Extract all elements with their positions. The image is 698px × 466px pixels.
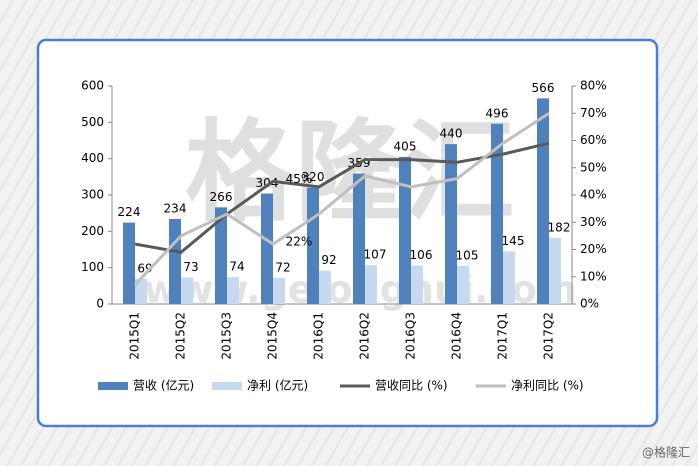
x-tick-label: 2017Q1 [496, 312, 510, 360]
bar [411, 265, 423, 304]
bar [537, 98, 549, 304]
x-tick-label: 2015Q4 [266, 312, 280, 360]
bar [135, 278, 147, 304]
y2-tick-label: 30% [580, 215, 607, 229]
bar-value-label: 320 [302, 170, 325, 184]
bar-value-label: 496 [486, 106, 509, 120]
y2-tick-label: 60% [580, 133, 607, 147]
y-tick-label: 400 [81, 151, 104, 165]
y-tick-label: 100 [81, 260, 104, 274]
bar [319, 270, 331, 304]
y-tick-label: 0 [96, 297, 104, 311]
bar-value-label: 234 [164, 201, 187, 215]
bar [457, 265, 469, 304]
y2-tick-label: 10% [580, 269, 607, 283]
bar [227, 277, 239, 304]
bar [181, 277, 193, 304]
x-tick-label: 2015Q1 [128, 312, 142, 360]
y2-tick-label: 80% [580, 79, 607, 93]
bar-value-label: 566 [532, 81, 555, 95]
legend-swatch [212, 382, 242, 390]
y-tick-label: 500 [81, 115, 104, 129]
x-tick-label: 2016Q4 [450, 312, 464, 360]
bar-value-label: 182 [548, 220, 571, 234]
y-tick-label: 300 [81, 188, 104, 202]
y2-tick-label: 50% [580, 160, 607, 174]
bar-value-label: 405 [394, 139, 417, 153]
x-tick-label: 2015Q3 [220, 312, 234, 360]
x-tick-label: 2016Q2 [358, 312, 372, 360]
bar-value-label: 304 [256, 176, 279, 190]
bar-value-label: 440 [440, 127, 463, 141]
line-value-label: 45% [286, 172, 313, 186]
bar-value-label: 107 [364, 248, 387, 262]
x-tick-label: 2016Q3 [404, 312, 418, 360]
bar [503, 251, 515, 304]
bar [491, 123, 503, 304]
line [133, 111, 550, 286]
bar [549, 237, 561, 304]
legend-label: 营收 (亿元) [133, 378, 194, 393]
bar-value-label: 72 [275, 260, 290, 274]
bar-value-label: 105 [456, 248, 479, 262]
bar [445, 144, 457, 304]
line-value-label: 22% [286, 235, 313, 249]
bar-value-label: 74 [229, 260, 244, 274]
line [134, 141, 550, 254]
bar-value-label: 92 [321, 253, 336, 267]
bar-value-label: 266 [210, 190, 233, 204]
bar [399, 156, 411, 304]
legend-label: 净利同比 (%) [511, 379, 584, 393]
legend-label: 营收同比 (%) [375, 379, 448, 393]
bar [123, 222, 135, 304]
legend-label: 净利 (亿元) [247, 378, 308, 393]
bar-value-label: 224 [118, 205, 141, 219]
credit: @格隆汇 [642, 445, 690, 460]
bar [215, 207, 227, 304]
y2-tick-label: 0% [580, 297, 599, 311]
bar [261, 193, 273, 304]
y2-tick-label: 20% [580, 242, 607, 256]
y-tick-label: 600 [81, 79, 104, 93]
x-tick-label: 2015Q2 [174, 312, 188, 360]
bar [365, 265, 377, 304]
bar [273, 277, 285, 304]
x-tick-label: 2016Q1 [312, 312, 326, 360]
bar [169, 218, 181, 304]
y2-tick-label: 70% [580, 106, 607, 120]
y-tick-label: 200 [81, 224, 104, 238]
bar-value-label: 145 [502, 234, 525, 248]
y2-tick-label: 40% [580, 188, 607, 202]
bar-value-label: 106 [410, 248, 433, 262]
x-tick-label: 2017Q2 [542, 312, 556, 360]
legend-swatch [98, 382, 128, 390]
watermark: 格隆汇 [185, 108, 515, 236]
bar [353, 173, 365, 304]
bar-value-label: 73 [183, 260, 198, 274]
